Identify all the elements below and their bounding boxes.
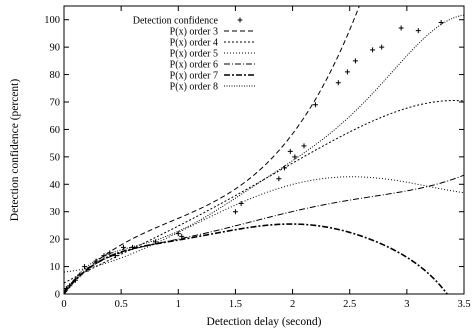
data-point (335, 80, 341, 86)
y-tick-label: 90 (50, 43, 61, 54)
x-tick-label: 3 (404, 299, 409, 310)
data-point (312, 102, 318, 108)
x-tick-label: 2.5 (343, 299, 356, 310)
y-axis-label: Detection confidence (percent) (9, 79, 21, 222)
series-line-5 (64, 223, 449, 294)
series-line-4 (64, 174, 464, 292)
data-point (379, 44, 385, 50)
legend-label: P(x) order 7 (170, 71, 218, 82)
data-point (112, 253, 118, 259)
legend-marker (237, 17, 243, 23)
data-point (93, 258, 99, 264)
series-line-1 (64, 6, 360, 293)
data-point (292, 154, 298, 160)
plot-frame (63, 5, 465, 295)
data-point (107, 250, 113, 256)
y-tick-label: 60 (50, 125, 61, 136)
data-point (101, 253, 107, 259)
x-tick-label: 3.5 (457, 299, 470, 310)
data-point (238, 200, 244, 206)
data-point (370, 47, 376, 53)
data-point (77, 272, 83, 278)
y-tick-label: 80 (50, 70, 61, 81)
legend-label: P(x) order 4 (170, 38, 218, 49)
y-tick-label: 10 (50, 262, 61, 273)
x-tick-label: 0.5 (115, 299, 128, 310)
series-line-2 (64, 100, 464, 284)
data-point (232, 209, 238, 215)
legend-label: P(x) order 5 (170, 49, 218, 60)
data-point (344, 69, 350, 75)
x-tick-label: 1 (176, 299, 181, 310)
data-point (438, 19, 444, 25)
data-point (130, 244, 136, 250)
legend-label: P(x) order 6 (170, 60, 218, 71)
y-tick-label: 0 (55, 290, 60, 301)
y-tick-label: 100 (44, 15, 60, 26)
data-point (72, 277, 78, 283)
x-tick-label: 0 (61, 299, 66, 310)
data-point (301, 143, 307, 149)
data-point (175, 231, 181, 237)
legend-label: P(x) order 8 (170, 82, 218, 93)
data-point (120, 244, 126, 250)
data-point (179, 233, 185, 239)
data-point (64, 286, 69, 292)
data-point (415, 28, 421, 34)
series-line-3 (64, 176, 464, 273)
data-point (82, 264, 88, 270)
data-point (282, 165, 288, 171)
y-tick-label: 20 (50, 235, 61, 246)
data-point (67, 283, 73, 289)
data-point (398, 25, 404, 31)
series-line-6 (64, 14, 464, 294)
y-tick-label: 40 (50, 180, 61, 191)
legend-label: Detection confidence (133, 16, 219, 27)
x-tick-label: 1.5 (229, 299, 242, 310)
x-axis-label: Detection delay (second) (207, 316, 322, 328)
data-point (85, 266, 91, 272)
data-point (276, 176, 282, 182)
y-tick-label: 50 (50, 152, 61, 163)
y-tick-label: 30 (50, 207, 61, 218)
y-tick-label: 70 (50, 98, 61, 109)
x-tick-label: 2 (290, 299, 295, 310)
data-point (152, 239, 158, 245)
data-point (352, 58, 358, 64)
data-point (287, 148, 293, 154)
legend-label: P(x) order 3 (170, 27, 218, 38)
